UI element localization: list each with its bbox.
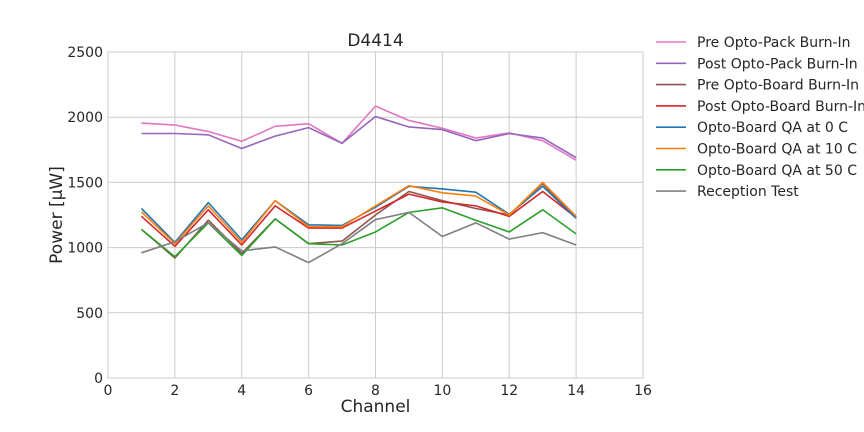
y-tick-label: 0 [94, 371, 103, 387]
plot-frame [107, 51, 644, 379]
series-line-8 [141, 211, 577, 264]
legend-label: Pre Opto-Board Burn-In [697, 78, 859, 94]
x-axis-label: Channel [341, 397, 411, 417]
legend-label: Post Opto-Pack Burn-In [697, 56, 858, 72]
series-line-4 [140, 190, 577, 248]
series-line-3 [140, 182, 577, 259]
legend: Pre Opto-Pack Burn-In Post Opto-Pack Burn… [656, 35, 864, 200]
chart-title: D4414 [347, 31, 403, 51]
legend-label: Pre Opto-Pack Burn-In [697, 35, 851, 51]
series-line-6 [140, 181, 577, 245]
y-axis-label: Power [μW] [47, 166, 67, 264]
series-line-1 [141, 105, 577, 161]
y-tick-label: 500 [76, 306, 103, 322]
series-line-2 [141, 115, 577, 159]
legend-label: Opto-Board QA at 10 C [697, 142, 857, 158]
x-tick-label: 16 [634, 383, 652, 399]
x-tick-label: 0 [104, 383, 113, 399]
x-tick-label: 12 [500, 383, 518, 399]
tick-labels: 0 2 4 6 8 10 12 14 16 0 500 1000 1500 2000 2500 [67, 45, 652, 399]
legend-label: Opto-Board QA at 0 C [697, 120, 848, 136]
legend-label: Opto-Board QA at 50 C [697, 163, 857, 179]
y-tick-label: 1500 [67, 175, 103, 191]
y-tick-label: 2500 [67, 45, 103, 61]
legend-label: Post Opto-Board Burn-In [697, 99, 864, 115]
x-tick-label: 10 [433, 383, 451, 399]
x-tick-label: 2 [170, 383, 179, 399]
x-tick-label: 14 [567, 383, 585, 399]
series-lines [140, 105, 577, 264]
legend-label: Reception Test [697, 184, 799, 200]
x-tick-label: 8 [371, 383, 380, 399]
y-tick-label: 1000 [67, 241, 103, 257]
x-tick-label: 4 [237, 383, 246, 399]
y-tick-label: 2000 [67, 110, 103, 126]
x-tick-label: 6 [304, 383, 313, 399]
